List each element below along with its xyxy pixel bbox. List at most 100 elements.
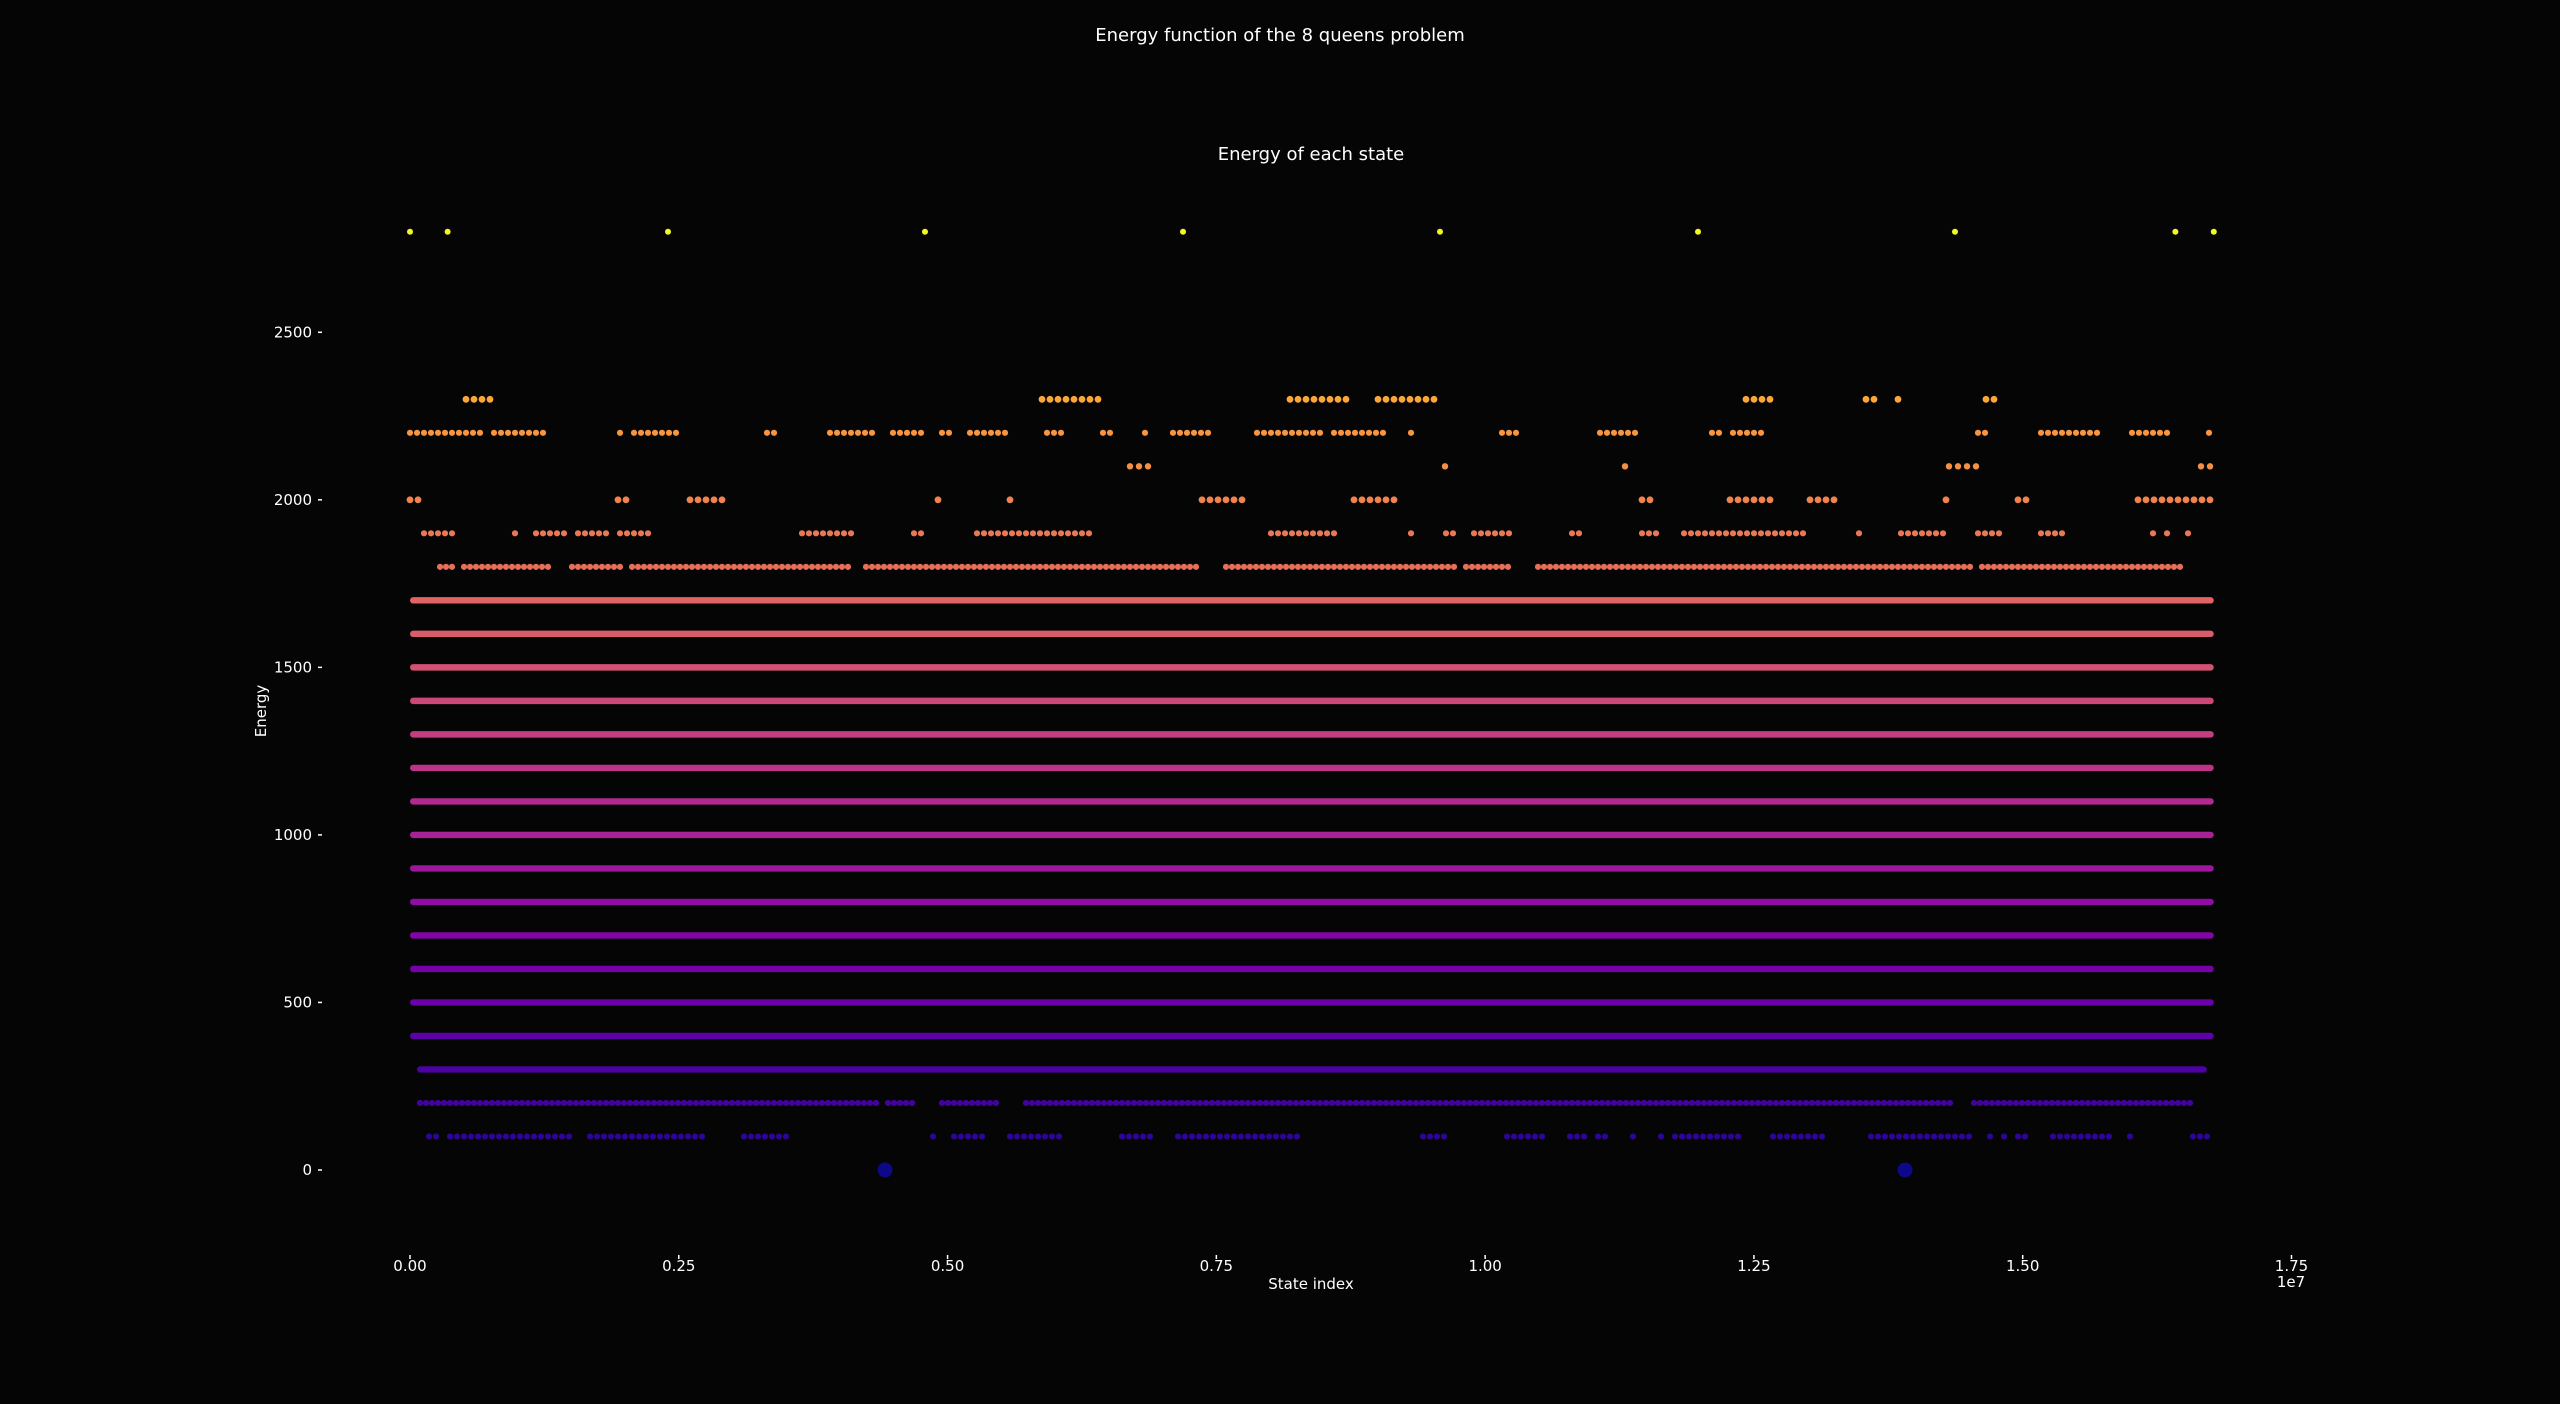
- y-tick-label-1: 500: [283, 993, 312, 1011]
- point-200-180: [1550, 1099, 1558, 1107]
- point-100-43: [782, 1133, 790, 1140]
- point-1800-56: [802, 563, 810, 570]
- point-2200-85: [1610, 429, 1618, 436]
- point-100-101: [1692, 1133, 1700, 1140]
- point-200-94: [1034, 1099, 1042, 1107]
- point-200-25: [566, 1099, 574, 1107]
- point-2200-10: [476, 429, 484, 436]
- point-2200-6: [448, 429, 456, 436]
- point-1800-137: [1324, 563, 1332, 570]
- point-1800-117: [1180, 563, 1188, 570]
- energy-level-1900: [420, 530, 2192, 537]
- point-1800-227: [1894, 563, 1902, 570]
- point-100-144: [2126, 1133, 2134, 1140]
- point-1800-45: [736, 563, 744, 570]
- point-1800-53: [784, 563, 792, 570]
- point-1800-221: [1858, 563, 1866, 570]
- point-100-2: [446, 1133, 454, 1140]
- point-2000-43: [2174, 496, 2182, 504]
- point-200-98: [1058, 1099, 1066, 1107]
- point-1800-140: [1342, 563, 1350, 570]
- point-100-92: [1573, 1133, 1581, 1140]
- point-200-280: [2168, 1099, 2176, 1107]
- y-tick-label-4: 2000: [274, 491, 312, 509]
- energy-level-600: [410, 965, 2214, 973]
- point-100-45: [950, 1133, 958, 1140]
- point-2300-22: [1390, 395, 1398, 403]
- point-2200-5: [441, 429, 449, 436]
- point-1900-42: [1050, 530, 1058, 537]
- point-1800-38: [694, 563, 702, 570]
- point-2000-5: [694, 496, 702, 504]
- point-100-66: [1195, 1133, 1203, 1140]
- point-1800-258: [2086, 563, 2094, 570]
- point-1800-70: [898, 563, 906, 570]
- point-1800-146: [1378, 563, 1386, 570]
- point-200-44: [680, 1099, 688, 1107]
- point-100-42: [775, 1133, 783, 1140]
- point-100-48: [971, 1133, 979, 1140]
- point-2100-9: [2197, 463, 2205, 470]
- point-2200-15: [518, 429, 526, 436]
- point-1900-91: [1897, 530, 1905, 537]
- point-200-277: [2150, 1099, 2158, 1107]
- point-1800-195: [1702, 563, 1710, 570]
- point-200-234: [1874, 1099, 1882, 1107]
- point-2200-110: [2149, 429, 2157, 436]
- point-2200-83: [1596, 429, 1604, 436]
- point-1800-268: [2146, 563, 2154, 570]
- point-1800-131: [1288, 563, 1296, 570]
- point-200-199: [1664, 1099, 1672, 1107]
- point-1800-196: [1708, 563, 1716, 570]
- point-2300-15: [1310, 395, 1318, 403]
- point-200-11: [482, 1099, 490, 1107]
- energy-level-500: [410, 999, 2214, 1006]
- point-200-106: [1106, 1099, 1114, 1107]
- points-band-300: [417, 1066, 2207, 1073]
- point-100-24: [614, 1133, 622, 1140]
- point-200-212: [1742, 1099, 1750, 1107]
- point-200-57: [758, 1099, 766, 1107]
- point-200-100: [1070, 1099, 1078, 1107]
- point-1800-152: [1414, 563, 1422, 570]
- point-200-22: [548, 1099, 556, 1107]
- point-1900-99: [1981, 530, 1989, 537]
- point-200-0: [416, 1099, 424, 1107]
- point-1800-149: [1396, 563, 1404, 570]
- point-200-61: [782, 1099, 790, 1107]
- point-1800-264: [2122, 563, 2130, 570]
- point-200-54: [740, 1099, 748, 1107]
- point-2200-94: [1750, 429, 1758, 436]
- point-100-139: [2077, 1133, 2085, 1140]
- point-2200-93: [1743, 429, 1751, 436]
- point-1900-92: [1904, 530, 1912, 537]
- point-200-238: [1898, 1099, 1906, 1107]
- point-1800-144: [1366, 563, 1374, 570]
- point-2200-101: [2058, 429, 2066, 436]
- point-100-105: [1720, 1133, 1728, 1140]
- point-2100-10: [2206, 463, 2214, 470]
- point-1800-230: [1912, 563, 1920, 570]
- point-2300-0: [462, 395, 470, 403]
- point-200-51: [722, 1099, 730, 1107]
- point-200-179: [1544, 1099, 1552, 1107]
- point-1800-176: [1588, 563, 1596, 570]
- point-200-109: [1124, 1099, 1132, 1107]
- point-2000-13: [1214, 496, 1222, 504]
- point-1800-116: [1174, 563, 1182, 570]
- point-200-176: [1526, 1099, 1534, 1107]
- point-1800-10: [502, 563, 510, 570]
- point-1800-135: [1312, 563, 1320, 570]
- point-2000-26: [1734, 496, 1742, 504]
- point-1800-155: [1432, 563, 1440, 570]
- point-100-128: [1951, 1133, 1959, 1140]
- point-200-226: [1826, 1099, 1834, 1107]
- point-1800-247: [2020, 563, 2028, 570]
- point-200-232: [1862, 1099, 1870, 1107]
- point-1900-7: [539, 530, 547, 537]
- point-1900-52: [1295, 530, 1303, 537]
- point-200-40: [656, 1099, 664, 1107]
- point-1800-215: [1822, 563, 1830, 570]
- point-200-203: [1688, 1099, 1696, 1107]
- point-200-14: [500, 1099, 508, 1107]
